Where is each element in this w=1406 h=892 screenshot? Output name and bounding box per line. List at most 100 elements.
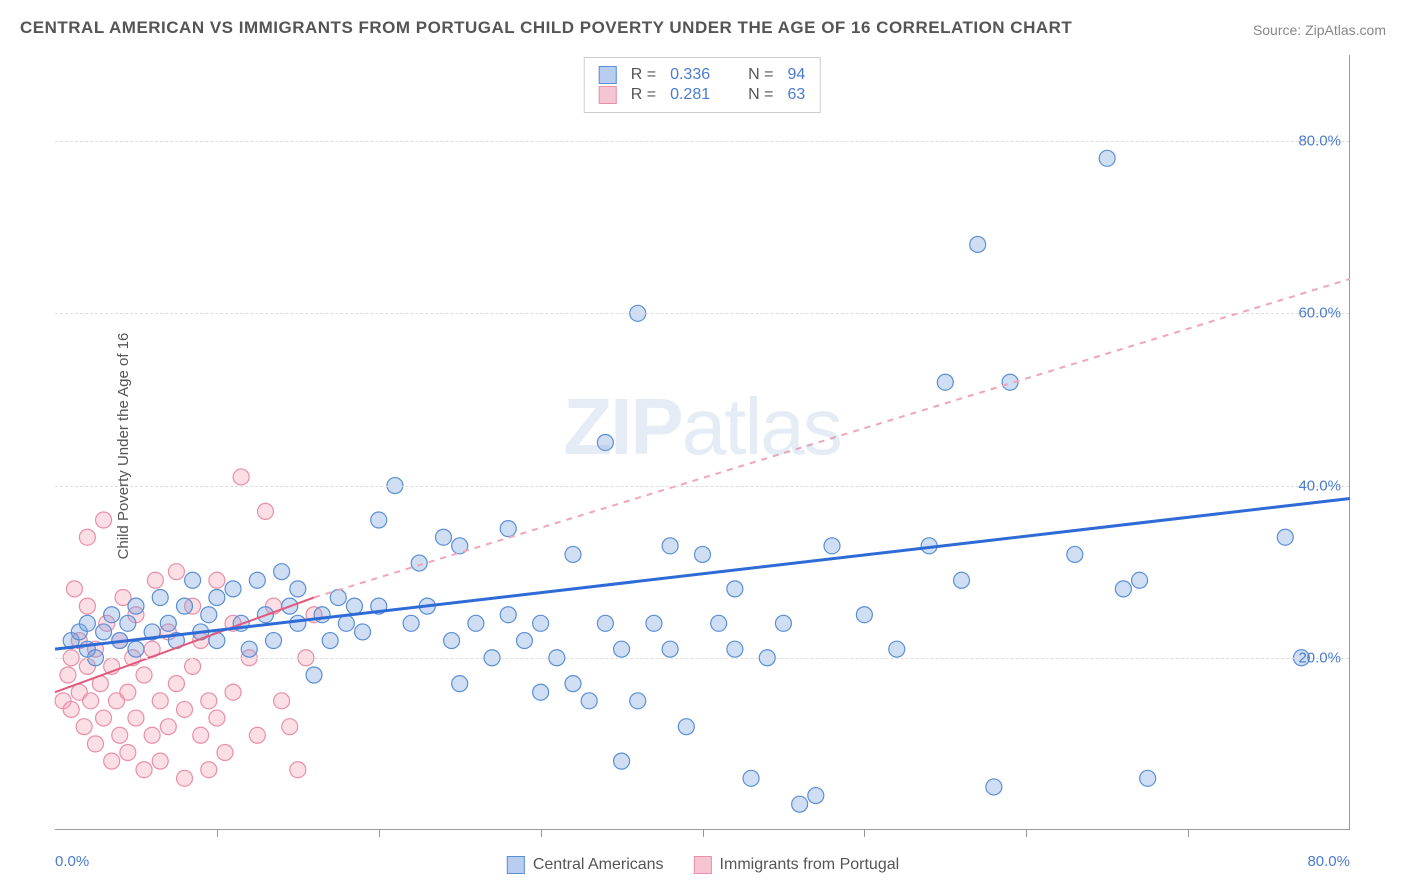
scatter-point [614,641,630,657]
scatter-point [257,503,273,519]
scatter-point [695,546,711,562]
scatter-point [1132,572,1148,588]
scatter-point [565,676,581,692]
scatter-point [112,727,128,743]
scatter-point [66,581,82,597]
scatter-point [1277,529,1293,545]
scatter-point [79,529,95,545]
scatter-point [1099,150,1115,166]
scatter-point [290,762,306,778]
scatter-point [808,788,824,804]
scatter-point [290,581,306,597]
scatter-point [120,745,136,761]
scatter-point [630,693,646,709]
scatter-point [185,658,201,674]
scatter-point [274,693,290,709]
scatter-point [120,615,136,631]
r-label: R = [631,66,656,84]
scatter-point [500,521,516,537]
scatter-point [136,762,152,778]
x-tick [1188,829,1189,837]
scatter-point [104,607,120,623]
bottom-legend: Central Americans Immigrants from Portug… [507,856,899,874]
legend-swatch-blue-icon [507,856,525,874]
scatter-point [533,684,549,700]
scatter-point [330,590,346,606]
scatter-point [970,236,986,252]
scatter-point [824,538,840,554]
scatter-point [1067,546,1083,562]
scatter-point [743,770,759,786]
scatter-point [96,710,112,726]
scatter-point [128,710,144,726]
x-tick [864,829,865,837]
chart-source: Source: ZipAtlas.com [1253,22,1386,38]
scatter-point [889,641,905,657]
scatter-point [727,641,743,657]
legend-label-pink: Immigrants from Portugal [720,856,900,874]
gridline-h [55,486,1349,487]
scatter-svg [55,55,1349,829]
scatter-point [152,590,168,606]
scatter-point [87,736,103,752]
scatter-point [185,572,201,588]
legend-swatch-pink-icon [694,856,712,874]
x-axis-max-label: 80.0% [1307,853,1350,870]
scatter-point [128,598,144,614]
gridline-h [55,141,1349,142]
scatter-point [581,693,597,709]
gridline-h [55,313,1349,314]
scatter-point [76,719,92,735]
scatter-point [209,710,225,726]
scatter-point [937,374,953,390]
scatter-point [597,435,613,451]
scatter-point [282,719,298,735]
scatter-point [711,615,727,631]
stats-row-pink: R = 0.281 N = 63 [599,86,806,104]
n-label-2: N = [748,86,773,104]
scatter-point [468,615,484,631]
scatter-point [856,607,872,623]
scatter-point [120,684,136,700]
scatter-point [411,555,427,571]
scatter-point [338,615,354,631]
swatch-pink-icon [599,86,617,104]
x-tick [541,829,542,837]
x-tick [703,829,704,837]
scatter-point [290,615,306,631]
scatter-point [1140,770,1156,786]
scatter-point [104,753,120,769]
scatter-point [152,693,168,709]
n-value-blue: 94 [787,66,805,84]
scatter-point [147,572,163,588]
x-tick [1026,829,1027,837]
scatter-point [306,667,322,683]
y-tick-label: 40.0% [1298,477,1341,494]
scatter-point [986,779,1002,795]
scatter-point [436,529,452,545]
scatter-point [79,598,95,614]
scatter-point [565,546,581,562]
scatter-point [217,745,233,761]
scatter-point [152,753,168,769]
trend-line-blue [55,498,1350,649]
scatter-point [678,719,694,735]
scatter-point [322,633,338,649]
scatter-point [1115,581,1131,597]
scatter-point [60,667,76,683]
scatter-point [79,615,95,631]
x-tick [379,829,380,837]
scatter-point [225,581,241,597]
y-tick-label: 60.0% [1298,305,1341,322]
n-label: N = [748,66,773,84]
scatter-point [614,753,630,769]
scatter-point [662,641,678,657]
chart-title: CENTRAL AMERICAN VS IMMIGRANTS FROM PORT… [20,18,1072,38]
gridline-h [55,658,1349,659]
plot-area: ZIPatlas R = 0.336 N = 94 R = 0.281 N = … [55,55,1350,830]
scatter-point [792,796,808,812]
chart-container: CENTRAL AMERICAN VS IMMIGRANTS FROM PORT… [0,0,1406,892]
r-value-pink: 0.281 [670,86,710,104]
scatter-point [201,607,217,623]
scatter-point [775,615,791,631]
